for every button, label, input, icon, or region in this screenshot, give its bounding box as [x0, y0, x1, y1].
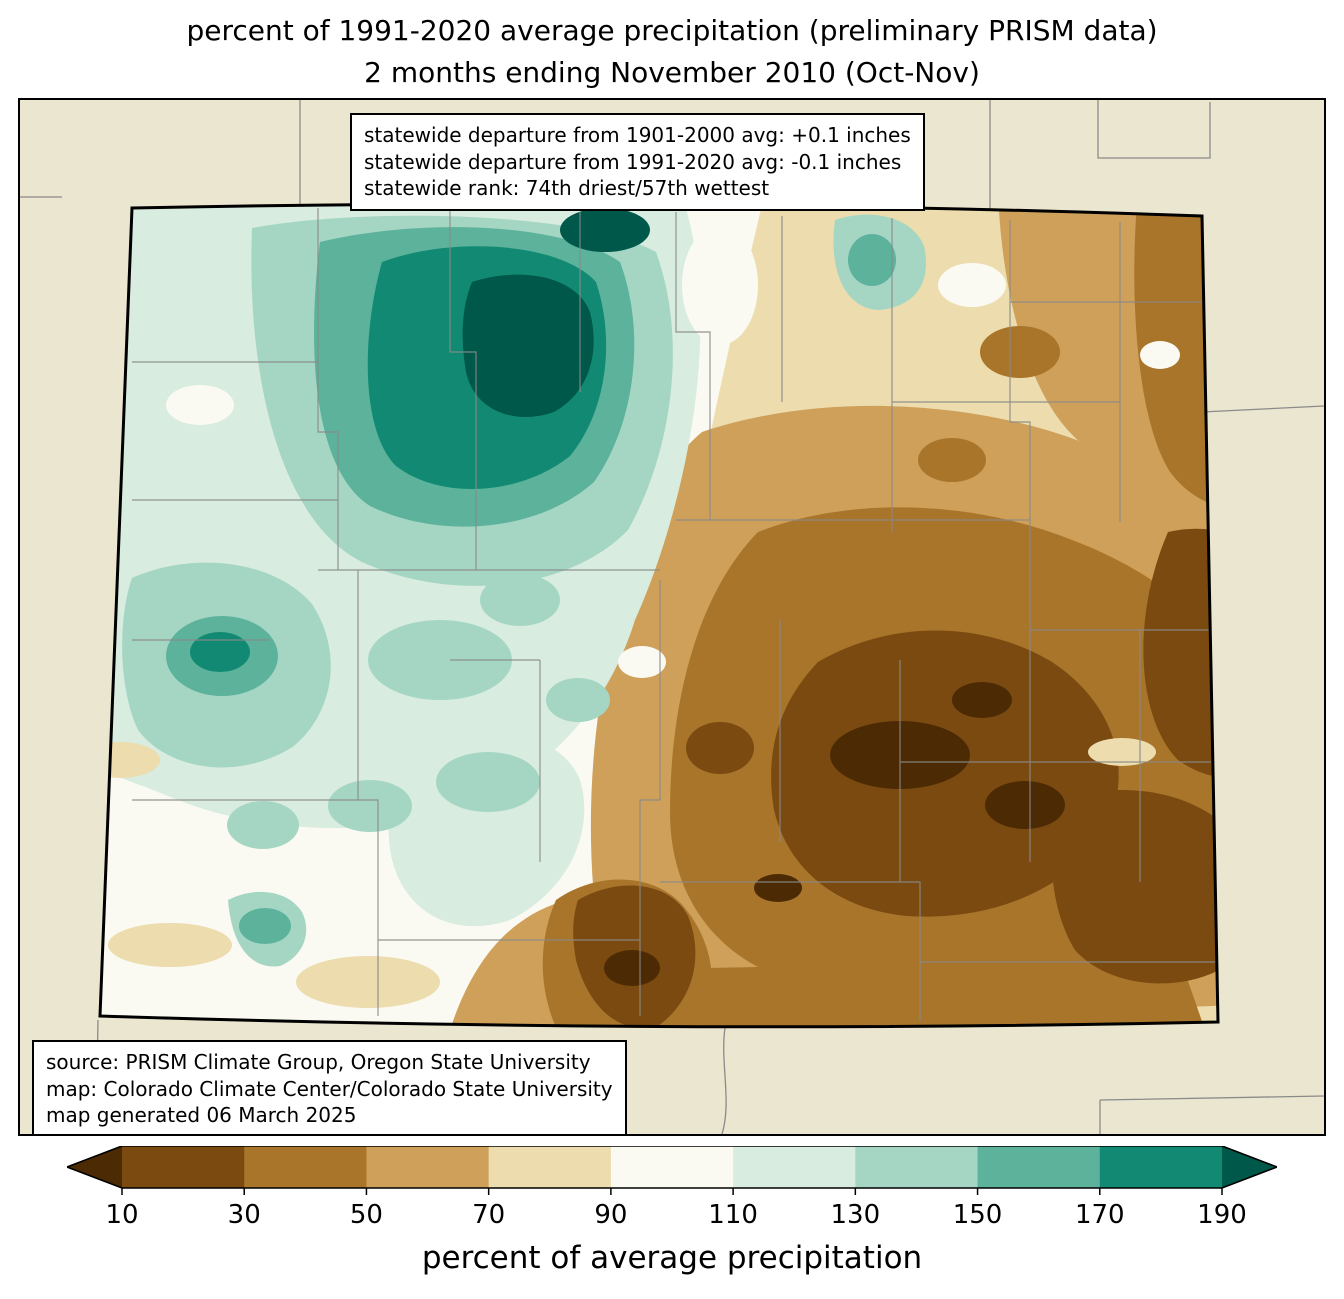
- colorbar-tick-label: 10: [105, 1200, 139, 1230]
- region-lightteal-spot: [328, 780, 412, 832]
- stats-line-1901-2000: statewide departure from 1901-2000 avg: …: [364, 123, 911, 147]
- statewide-stats-box: statewide departure from 1901-2000 avg: …: [350, 113, 925, 211]
- region-white-patch: [938, 263, 1006, 307]
- colorbar-tick-label: 190: [1197, 1200, 1247, 1230]
- stats-line-1991-2020: statewide departure from 1991-2020 avg: …: [364, 149, 902, 174]
- colorbar-tick-label: 150: [952, 1200, 1003, 1230]
- region-white-patch: [166, 385, 234, 425]
- region-cream-patch: [100, 742, 160, 778]
- region-teal-northeast: [848, 234, 896, 286]
- region-white-patch: [1140, 341, 1180, 369]
- colorbar-tick-label: 30: [227, 1200, 261, 1230]
- region-teal-southwest: [239, 908, 291, 944]
- region-cream-patch: [1088, 738, 1156, 766]
- region-brown-spot: [918, 438, 986, 482]
- map-frame: statewide departure from 1901-2000 avg: …: [18, 98, 1326, 1136]
- colorbar-axis-title: percent of average precipitation: [421, 1240, 923, 1276]
- colorbar-segment: [488, 1146, 612, 1188]
- colorbar-arrow-left: [67, 1146, 122, 1188]
- colorbar-segment: [977, 1146, 1101, 1188]
- colorbar-segment: [122, 1146, 245, 1188]
- region-brown-northeast: [1134, 203, 1218, 512]
- figure-title-line1: percent of 1991-2020 average precipitati…: [186, 14, 1158, 47]
- region-darkestteal-spot: [504, 338, 584, 386]
- region-deepteal-spot: [436, 399, 560, 471]
- colorbar-segment: [1099, 1146, 1223, 1188]
- colorbar-segment: [855, 1146, 979, 1188]
- figure-title: percent of 1991-2020 average precipitati…: [0, 10, 1344, 94]
- region-darkestbrown-spot: [604, 950, 660, 986]
- region-white-patch: [682, 225, 758, 345]
- region-white-patch: [618, 646, 666, 678]
- region-darkestbrown-spot: [952, 682, 1012, 718]
- source-line: source: PRISM Climate Group, Oregon Stat…: [46, 1050, 591, 1074]
- colorbar-segment: [244, 1146, 368, 1188]
- generated-date-line: map generated 06 March 2025: [46, 1103, 357, 1128]
- region-lightteal-spot: [546, 678, 610, 722]
- county-borders: [132, 208, 1218, 1022]
- region-darkestbrown-spot: [754, 874, 802, 902]
- region-darkestteal-topedge: [560, 208, 650, 252]
- colorbar-tick-labels: 10 30 50 70 90 110 130 150 170 190: [67, 1200, 1277, 1232]
- region-lightteal-spot: [480, 574, 560, 626]
- region-brown-south-strip: [700, 958, 1205, 1027]
- region-lightteal-spot: [436, 752, 540, 812]
- region-brown-spot: [980, 326, 1060, 378]
- colorbar-tick-label: 50: [349, 1200, 383, 1230]
- region-cream-patch: [296, 956, 440, 1008]
- map-credit-line: map: Colorado Climate Center/Colorado St…: [46, 1076, 613, 1101]
- region-darkestbrown-spot: [985, 781, 1065, 829]
- figure-title-line2: 2 months ending November 2010 (Oct-Nov): [364, 56, 980, 89]
- colorbar-tick-label: 70: [472, 1200, 506, 1230]
- colorbar-wrapper: [64, 1145, 1280, 1196]
- colorbar-segments: [122, 1146, 1223, 1188]
- region-lightteal-spot: [368, 620, 512, 700]
- colorbar-segment: [366, 1146, 490, 1188]
- colorado-fill-regions: [100, 203, 1218, 1027]
- colorbar-tick-label: 110: [708, 1200, 758, 1230]
- region-cream-patch: [108, 923, 232, 967]
- colorbar-tick-label: 130: [830, 1200, 881, 1230]
- colorbar-arrow-right: [1222, 1146, 1277, 1188]
- colorado-precipitation-map: [20, 100, 1324, 1134]
- colorbar-tick-label: 90: [594, 1200, 628, 1230]
- stats-line-rank: statewide rank: 74th driest/57th wettest: [364, 176, 770, 201]
- region-darkbrown-southeast: [1051, 790, 1218, 984]
- region-darkbrown-east: [1143, 528, 1218, 778]
- colorbar-ticks: [121, 1188, 1223, 1195]
- region-darkbrown-spot: [686, 722, 754, 774]
- source-box: source: PRISM Climate Group, Oregon Stat…: [32, 1040, 627, 1134]
- colorbar: [64, 1145, 1280, 1195]
- region-lightteal-spot: [227, 801, 299, 849]
- colorbar-tick-label: 170: [1074, 1200, 1125, 1230]
- colorbar-segment: [733, 1146, 856, 1188]
- colorbar-segment: [610, 1146, 734, 1188]
- region-deepteal-west: [190, 632, 250, 672]
